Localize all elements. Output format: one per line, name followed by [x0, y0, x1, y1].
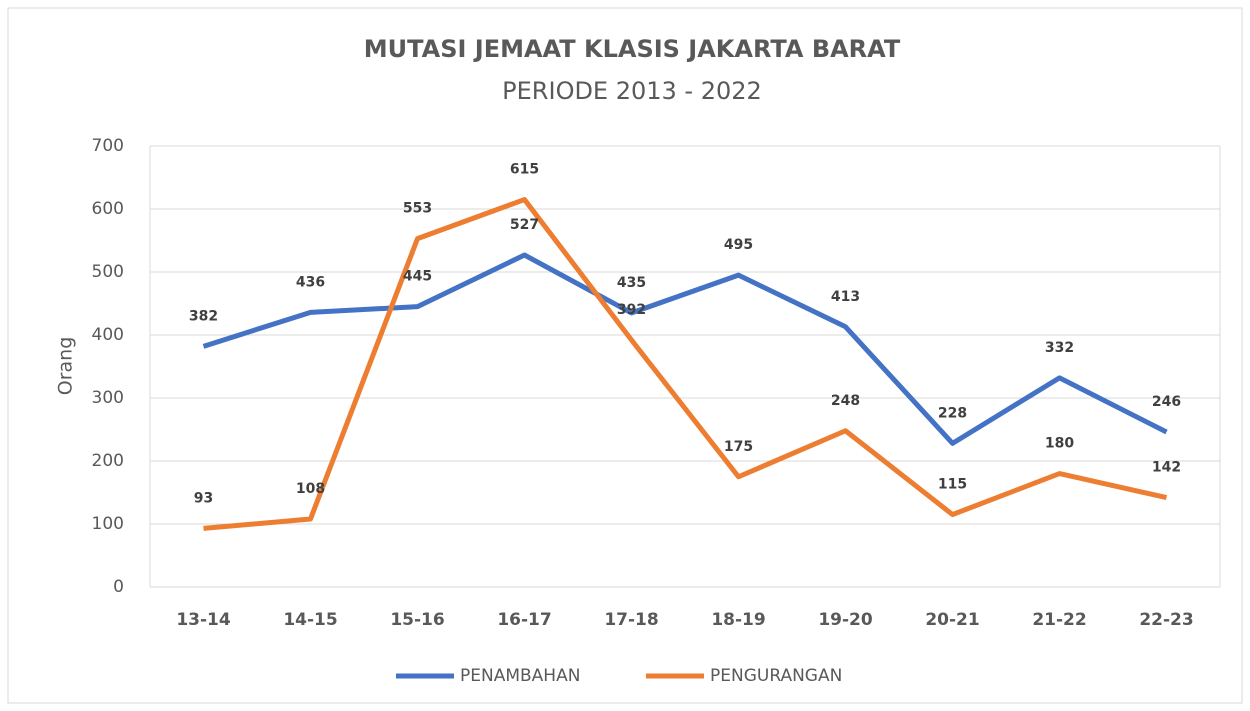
data-label: 108: [296, 481, 325, 497]
data-label: 180: [1045, 436, 1074, 452]
data-label: 527: [510, 217, 539, 233]
y-tick-label: 700: [92, 136, 124, 156]
y-tick-label: 200: [92, 451, 124, 471]
data-label: 142: [1152, 460, 1181, 476]
legend-label: PENGURANGAN: [710, 666, 842, 686]
data-label: 93: [194, 490, 213, 506]
data-label: 332: [1045, 340, 1074, 356]
data-label: 115: [938, 477, 967, 493]
legend-label: PENAMBAHAN: [460, 666, 580, 686]
y-tick-label: 0: [113, 577, 124, 597]
y-tick-label: 500: [92, 262, 124, 282]
data-label: 413: [831, 289, 860, 305]
y-tick-label: 400: [92, 325, 124, 345]
data-label: 175: [724, 439, 753, 455]
data-label: 495: [724, 237, 753, 253]
chart-title: MUTASI JEMAAT KLASIS JAKARTA BARAT: [364, 35, 901, 63]
data-label: 246: [1152, 394, 1181, 410]
data-label: 445: [403, 269, 432, 285]
data-label: 382: [189, 308, 218, 324]
x-tick-label: 17-18: [604, 610, 658, 630]
x-tick-label: 14-15: [283, 610, 337, 630]
y-tick-label: 300: [92, 388, 124, 408]
chart-subtitle: PERIODE 2013 - 2022: [502, 77, 762, 105]
data-label: 436: [296, 274, 325, 290]
x-tick-label: 15-16: [390, 610, 444, 630]
x-tick-label: 22-23: [1139, 610, 1193, 630]
x-tick-label: 18-19: [711, 610, 765, 630]
x-tick-label: 21-22: [1032, 610, 1086, 630]
x-tick-label: 16-17: [497, 610, 551, 630]
data-label: 553: [403, 201, 432, 217]
data-label: 615: [510, 162, 539, 178]
y-tick-label: 100: [92, 514, 124, 534]
data-label: 392: [617, 302, 646, 318]
series-line: [203, 197, 1168, 531]
x-tick-label: 19-20: [818, 610, 873, 630]
x-tick-label: 20-21: [925, 610, 979, 630]
data-label: 248: [831, 393, 860, 409]
series-line: [202, 252, 1168, 446]
y-axis-label: Orang: [55, 337, 77, 396]
y-tick-label: 600: [92, 199, 124, 219]
data-label: 435: [617, 275, 646, 291]
x-tick-label: 13-14: [176, 610, 231, 630]
data-label: 228: [938, 405, 967, 421]
